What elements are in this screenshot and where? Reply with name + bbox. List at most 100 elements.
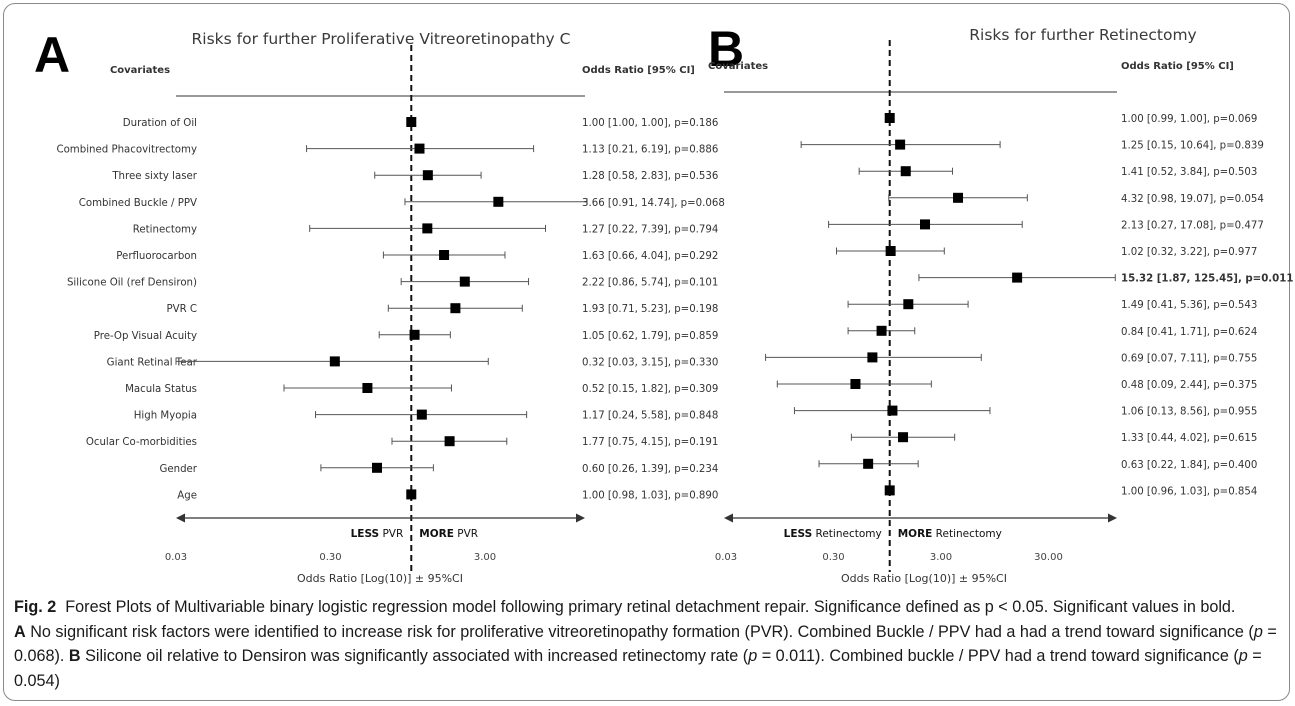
panel-a-point-estimate [450,303,461,314]
caption-fig-label: Fig. 2 [14,598,57,616]
caption-text-1: Forest Plots of Multivariable binary log… [65,598,1236,616]
panel-b-or-value: 0.63 [0.22, 1.84], p=0.400 [1121,460,1257,471]
panel-a-point-estimate [406,489,417,500]
panel-a-covariate-label: Combined Phacovitrectomy [56,145,197,156]
caption-p-a: = 0.068). [14,622,1277,666]
panel-b-or-value: 1.49 [0.41, 5.36], p=0.543 [1121,300,1257,311]
panel-a-or-value: 1.93 [0.71, 5.23], p=0.198 [582,304,718,315]
caption-p-b1: = 0.011). Combined buckle / PPV had a tr… [757,647,1239,666]
panel-a-arrow-left-head [176,513,185,523]
panel-b-point-estimate [953,192,964,203]
panel-a-point-estimate [422,223,433,234]
panel-b-or-value: 1.06 [0.13, 8.56], p=0.955 [1121,407,1257,418]
panel-a-covariate-label: Giant Retinal Tear [107,357,198,368]
panel-a-point-estimate [372,462,383,473]
panel-a-more-text: PVR [454,528,478,540]
panel-b-or-value: 2.13 [0.27, 17.08], p=0.477 [1121,220,1264,231]
panel-a-covariate-label: Silicone Oil (ref Densiron) [67,278,197,289]
panel-a-more-label: MORE PVR [419,528,478,540]
panel-a-point-estimate [439,250,450,260]
panel-a-covariate-label: Duration of Oil [123,118,197,129]
panel-a-or-value: 1.00 [1.00, 1.00], p=0.186 [582,118,718,129]
caption-label-b: B [68,647,81,666]
panel-a-covariate-label: Pre-Op Visual Acuity [94,331,197,342]
panel-b-point-estimate [898,432,909,443]
panel-a-title: Risks for further Proliferative Vitreore… [192,30,571,48]
panel-a-covariate-label: Age [177,490,197,501]
panel-a-or-value: 2.22 [0.86, 5.74], p=0.101 [582,278,718,289]
panel-b-point-estimate [867,352,878,363]
panel-b-tick-label: 0.30 [822,552,844,563]
panel-a-covariate-label: Gender [159,464,197,475]
panel-a-or-value: 1.05 [0.62, 1.79], p=0.859 [582,331,718,342]
panel-b-less-bold: LESS [784,528,813,540]
panel-a-arrow-right-head [576,513,585,523]
panel-b-point-estimate [876,325,887,336]
panel-b-title: Risks for further Retinectomy [969,26,1196,44]
panel-a-xlabel: Odds Ratio [Log(10)] ± 95%CI [297,572,463,585]
panel-b-or-value: 1.25 [0.15, 10.64], p=0.839 [1121,141,1264,152]
panel-b-tick-label: 30.00 [1034,552,1063,563]
forest-plot-figure: A Risks for further Proliferative Vitreo… [34,21,1293,585]
panel-b-or-value: 15.32 [1.87, 125.45], p=0.011 [1121,274,1293,285]
panel-a-or-value: 1.63 [0.66, 4.04], p=0.292 [582,251,718,262]
panel-a-less-bold: LESS [351,528,380,540]
panel-a-point-estimate [459,276,470,287]
panel-a-covariate-label: Ocular Co-morbidities [86,437,197,448]
caption-text-b: Silicone oil relative to Densiron was si… [85,647,749,666]
panel-b-tick-label: 3.00 [930,552,952,563]
panel-b-covariates-header: Covariates [708,61,768,72]
panel-b-point-estimate [903,299,914,310]
panel-b-point-estimate [920,219,931,230]
panel-b-or-value: 0.69 [0.07, 7.11], p=0.755 [1121,353,1257,364]
panel-a-more-bold: MORE [419,528,454,540]
caption-p-symbol: p [1238,647,1248,666]
panel-a-or-header: Odds Ratio [95% CI] [582,65,695,76]
panel-b-point-estimate [887,405,898,416]
panel-a-or-value: 3.66 [0.91, 14.74], p=0.068 [582,198,725,209]
panel-a-tick-label: 3.00 [474,552,496,563]
panel-a-covariate-label: High Myopia [134,411,197,422]
panel-b-or-value: 1.41 [0.52, 3.84], p=0.503 [1121,167,1257,178]
panel-b-less-text: Retinectomy [812,528,882,540]
panel-b-point-estimate [900,166,911,177]
panel-a-less-label: LESS PVR [351,528,404,540]
panel-a-covariate-label: Combined Buckle / PPV [79,198,197,209]
panel-b-arrow-left-head [724,513,733,523]
panel-a-or-value: 1.27 [0.22, 7.39], p=0.794 [582,224,718,235]
panel-a-or-value: 1.17 [0.24, 5.58], p=0.848 [582,411,718,422]
panel-a-or-value: 0.60 [0.26, 1.39], p=0.234 [582,464,718,475]
panel-b-arrow-right-head [1108,513,1117,523]
panel-a-or-value: 1.00 [0.98, 1.03], p=0.890 [582,490,718,501]
panel-a-point-estimate [409,329,420,340]
panel-b-more-text: Retinectomy [932,528,1002,540]
panel-a-less-text: PVR [379,528,403,540]
panel-a-or-value: 1.13 [0.21, 6.19], p=0.886 [582,145,718,156]
panel-a-covariate-label: Macula Status [125,384,197,395]
panel-b-label: B [708,21,744,77]
panel-b-or-header: Odds Ratio [95% CI] [1121,61,1234,72]
panel-b-point-estimate [895,139,906,150]
panel-a-covariate-label: PVR C [166,304,197,315]
panel-b-tick-label: 0.03 [715,552,737,563]
panel-b-xlabel: Odds Ratio [Log(10)] ± 95%CI [841,572,1007,585]
panel-a-point-estimate [329,356,340,367]
panel-a-point-estimate [422,170,433,181]
panel-a-point-estimate [406,117,417,127]
caption-p-b2: = 0.054) [14,647,1262,690]
panel-b-point-estimate [850,379,861,389]
panel-a-point-estimate [416,409,427,420]
panel-a-covariate-label: Three sixty laser [111,171,197,182]
panel-a-or-value: 0.32 [0.03, 3.15], p=0.330 [582,357,718,368]
panel-a-point-estimate [493,196,504,207]
panel-b-less-label: LESS Retinectomy [784,528,882,540]
panel-b-point-estimate [885,246,896,256]
panel-b-or-value: 0.84 [0.41, 1.71], p=0.624 [1121,327,1257,338]
panel-a-or-value: 1.77 [0.75, 4.15], p=0.191 [582,437,718,448]
panel-a-or-value: 1.28 [0.58, 2.83], p=0.536 [582,171,718,182]
figure-caption: Fig. 2 Forest Plots of Multivariable bin… [14,595,1279,693]
panel-a-or-value: 0.52 [0.15, 1.82], p=0.309 [582,384,718,395]
panel-b-point-estimate [1012,272,1023,283]
panel-b-point-estimate [884,485,895,496]
panel-a-tick-label: 0.30 [319,552,341,563]
